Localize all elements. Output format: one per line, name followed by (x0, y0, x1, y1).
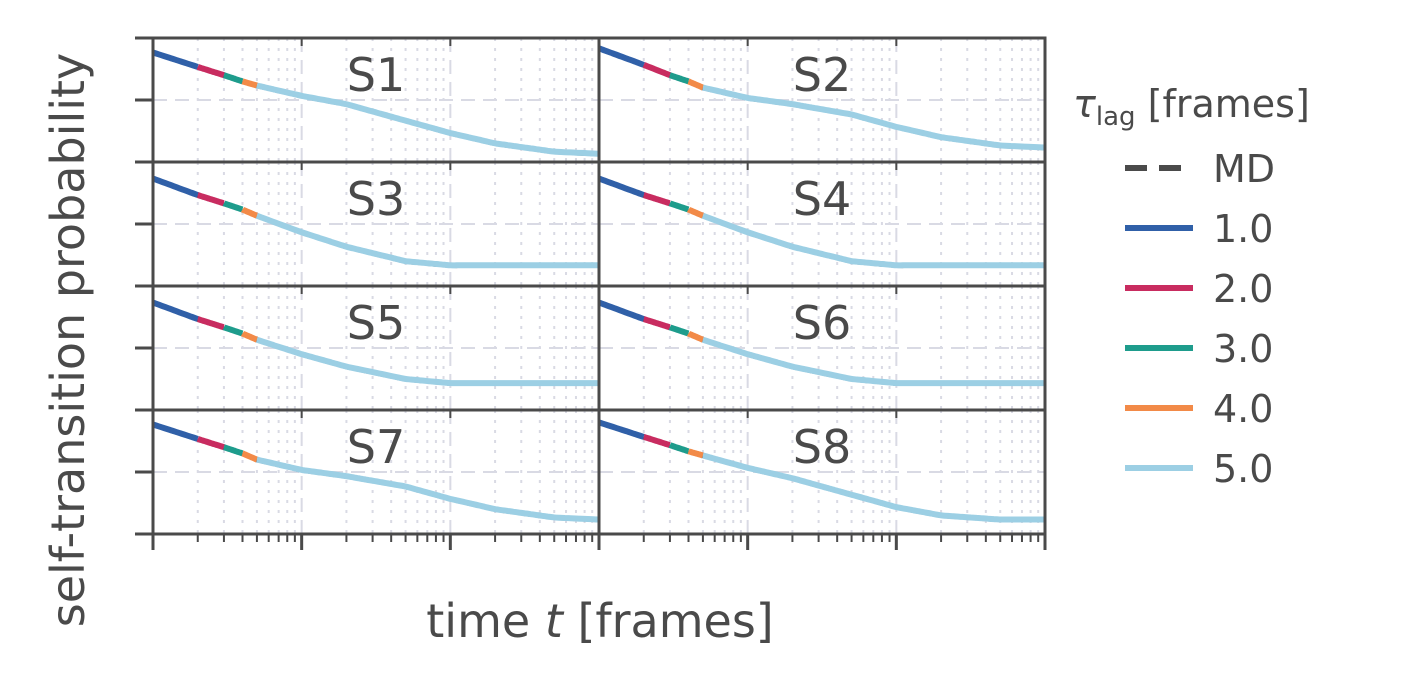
panel-s3: S3 (151, 162, 599, 286)
panel-s4: S4 (597, 162, 1045, 286)
series-segment-1.0 (152, 421, 199, 442)
series-segment-5.0 (702, 336, 1045, 387)
panel-s5: S5 (151, 286, 599, 410)
panel-grid: S1 S2 S3 S4 S5 S6 S7 S8 (135, 36, 1047, 550)
series-segment-4.0 (687, 78, 704, 91)
panel-s6: S6 (597, 286, 1045, 410)
series-segment-2.0 (643, 316, 671, 331)
series-segment-5.0 (256, 456, 600, 523)
series-segment-1.0 (151, 175, 199, 198)
legend-entry-2-0: 2.0 (1125, 267, 1273, 311)
legend-entry-5-0: 5.0 (1125, 447, 1273, 491)
series-segment-3.0 (668, 324, 690, 337)
series-segment-4.0 (686, 330, 704, 343)
series-segment-2.0 (197, 192, 225, 207)
legend-label: 1.0 (1213, 207, 1273, 251)
legend-label: 3.0 (1213, 327, 1273, 371)
series-segment-4.0 (241, 450, 258, 463)
series-segment-2.0 (643, 433, 671, 449)
series-segment-5.0 (701, 212, 1045, 269)
series-segment-4.0 (240, 206, 258, 219)
panel-title: S8 (793, 420, 851, 474)
panel-title: S7 (347, 420, 405, 474)
panel-title: S5 (347, 296, 405, 350)
legend-entry-4-0: 4.0 (1125, 387, 1273, 431)
series-segment-3.0 (222, 324, 244, 337)
series-segment-3.0 (668, 442, 690, 455)
panel-s2: S2 (597, 38, 1046, 162)
series-segment-1.0 (597, 175, 645, 198)
panel-s7: S7 (152, 410, 600, 534)
series-segment-5.0 (256, 336, 599, 387)
series-segment-2.0 (643, 192, 671, 207)
legend-entry-md: MD (1125, 147, 1275, 191)
legend: τlag [frames] MD 1.0 2.0 3.0 4.0 5.0 (1073, 82, 1310, 491)
series-segment-3.0 (669, 72, 690, 85)
series-segment-1.0 (597, 299, 645, 322)
series-segment-4.0 (240, 330, 258, 343)
series-segment-3.0 (668, 200, 690, 213)
panel-s8: S8 (598, 410, 1045, 534)
x-axis-label: time t [frames] (426, 594, 774, 648)
panel-title: S1 (347, 48, 405, 102)
series-segment-4.0 (687, 448, 704, 459)
legend-title: τlag [frames] (1073, 82, 1310, 132)
series-segment-5.0 (255, 212, 599, 269)
x-axis-variable: t (545, 594, 565, 648)
series-segment-3.0 (222, 200, 244, 213)
legend-entry-1-0: 1.0 (1125, 207, 1273, 251)
series-segment-1.0 (598, 419, 645, 440)
series-segment-3.0 (223, 72, 244, 85)
y-axis-label: self-transition probability (41, 53, 95, 628)
legend-label: 2.0 (1213, 267, 1273, 311)
axes (135, 36, 1047, 550)
legend-label: MD (1213, 147, 1275, 191)
series-segment-4.0 (241, 78, 258, 89)
legend-entry-3-0: 3.0 (1125, 327, 1273, 371)
series-segment-4.0 (686, 206, 704, 219)
series-segment-5.0 (702, 452, 1045, 523)
legend-label: 4.0 (1213, 387, 1273, 431)
panel-frame (597, 408, 1047, 536)
panel-title: S3 (347, 172, 405, 226)
series-segment-1.0 (151, 299, 199, 322)
panel-title: S2 (793, 48, 851, 102)
series-segment-2.0 (196, 64, 226, 79)
legend-entries: MD 1.0 2.0 3.0 4.0 5.0 (1125, 147, 1275, 491)
series-segment-5.0 (702, 84, 1046, 151)
series-segment-5.0 (256, 82, 600, 157)
series-segment-1.0 (597, 45, 645, 68)
series-segment-1.0 (152, 49, 199, 70)
panel-title: S6 (793, 296, 851, 350)
series-segment-2.0 (197, 316, 225, 331)
series-segment-3.0 (223, 444, 244, 457)
series-segment-2.0 (196, 436, 226, 451)
legend-label: 5.0 (1213, 447, 1273, 491)
series-segment-2.0 (642, 62, 672, 78)
panel-s1: S1 (152, 38, 600, 162)
panel-title: S4 (793, 172, 851, 226)
